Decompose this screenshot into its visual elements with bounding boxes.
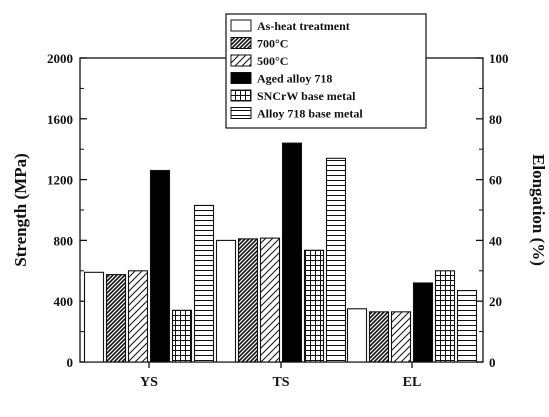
bar-ts-3: [281, 142, 303, 363]
legend-label: Alloy 718 base metal: [257, 107, 363, 121]
legend-swatch: [230, 89, 252, 102]
bar-ys-0: [83, 271, 105, 363]
legend-swatch: [230, 19, 252, 32]
legend-label: SNCrW base metal: [257, 89, 356, 103]
bar-ys-5: [193, 204, 215, 363]
y-axis-title: Strength (MPa): [11, 153, 30, 266]
left-tick-label: 400: [54, 294, 74, 309]
bar-ys-1: [105, 274, 127, 363]
left-tick-label: 800: [54, 233, 74, 248]
bar-ts-4: [303, 249, 325, 363]
bar-ys-4: [171, 309, 193, 363]
legend-swatch: [230, 37, 252, 49]
bar-el-3: [412, 282, 434, 363]
right-tick-label: 80: [489, 112, 502, 127]
bar-ts-5: [325, 157, 347, 363]
left-tick-label: 1200: [47, 173, 73, 188]
legend-label: 500°C: [257, 54, 288, 68]
right-tick-label: 60: [489, 173, 502, 188]
right-tick-label: 40: [489, 233, 502, 248]
bar-el-5: [456, 290, 478, 363]
legend-label: Aged alloy 718: [257, 72, 332, 86]
bar-el-4: [434, 270, 456, 363]
bar-ts-0: [215, 239, 237, 363]
left-tick-label: 0: [67, 355, 74, 370]
legend-swatch: [230, 54, 252, 67]
legend-label: As-heat treatment: [257, 19, 350, 33]
bar-el-0: [346, 308, 368, 363]
bar-ts-2: [259, 237, 281, 363]
bar-el-2: [390, 311, 412, 363]
legend-swatch: [230, 72, 252, 84]
y2-axis-title: Elongation (%): [529, 154, 548, 266]
bar-el-1: [368, 311, 390, 363]
left-tick-label: 2000: [47, 51, 73, 66]
category-label: TS: [272, 375, 289, 390]
category-label: EL: [403, 375, 422, 390]
bar-ts-1: [237, 238, 259, 363]
left-tick-label: 1600: [47, 112, 73, 127]
right-tick-label: 20: [489, 294, 502, 309]
right-tick-label: 100: [489, 51, 509, 66]
legend-label: 700°C: [257, 37, 288, 51]
legend-box: [225, 13, 427, 129]
right-tick-label: 0: [489, 355, 496, 370]
category-label: YS: [140, 375, 158, 390]
legend-swatch: [230, 107, 252, 119]
bar-ys-3: [149, 169, 171, 363]
bar-ys-2: [127, 270, 149, 363]
